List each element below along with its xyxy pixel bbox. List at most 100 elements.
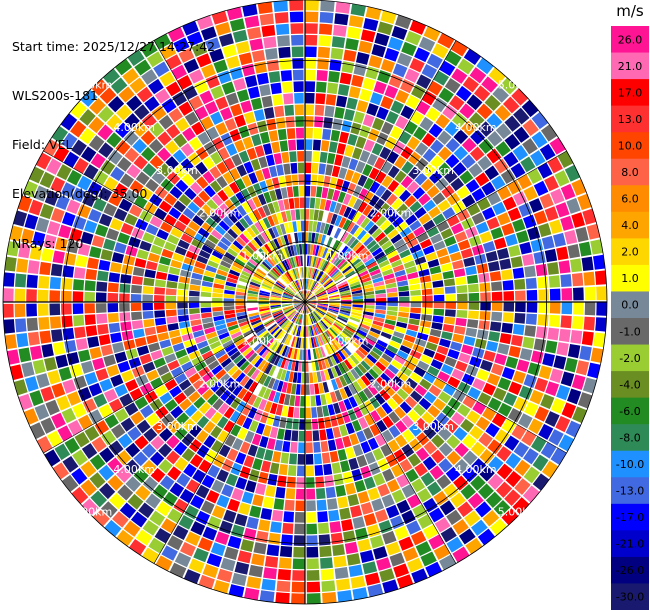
ppi-gate [352,587,368,600]
ppi-gate [204,355,217,366]
ppi-gate [136,419,151,434]
ppi-gate [308,255,312,267]
ppi-gate [353,111,365,124]
ppi-gate [290,441,298,453]
ppi-gate [294,395,301,407]
ppi-gate [561,302,573,315]
ppi-gate [334,389,343,402]
ppi-gate [301,361,305,372]
ppi-gate [409,283,421,291]
ppi-gate [494,104,511,122]
ppi-gate [210,111,224,125]
ppi-gate [336,578,351,591]
ppi-gate [503,291,515,301]
ppi-gate [114,242,127,254]
ppi-gate [405,377,418,390]
ppi-gate [253,323,264,332]
range-ring-label: 1.00km [242,335,284,348]
ppi-gate [212,306,223,312]
ppi-gate [456,309,468,318]
ppi-gate [260,285,272,291]
ppi-gate [159,71,176,87]
ppi-gate [384,384,396,397]
ppi-gate [552,232,566,248]
ppi-gate [305,162,312,174]
ppi-gate [26,317,39,332]
ppi-gate [131,320,144,330]
ppi-gate [80,479,97,497]
ppi-gate [188,372,201,384]
ppi-gate [222,216,234,228]
ppi-gate [305,298,317,302]
ppi-gate [515,302,526,313]
ppi-gate [322,345,329,357]
ppi-gate [305,302,310,313]
ppi-gate [249,281,261,288]
ppi-gate [444,121,460,137]
ppi-gate [409,57,425,73]
ppi-gate [71,139,87,156]
ppi-gate [180,327,192,336]
ppi-gate [349,433,360,446]
ppi-gate [363,17,379,32]
ppi-gate [263,279,274,286]
ppi-gate [306,278,309,290]
ppi-gate [94,420,110,435]
ppi-gate [191,42,208,57]
ppi-gate [211,10,228,25]
ppi-gate [404,195,417,208]
ppi-gate [117,156,132,172]
ppi-gate [145,412,160,427]
ppi-gate [533,210,548,225]
ppi-gate [192,330,205,338]
ppi-gate [317,303,329,306]
colorbar-tick-label: 0.0 [621,299,639,312]
ppi-gate [195,161,208,175]
ppi-gate [457,381,471,394]
ppi-gate [314,116,324,128]
ppi-gate [284,370,291,382]
ppi-gate [433,378,446,390]
ppi-gate [351,468,363,482]
ppi-gate [329,341,337,353]
ppi-gate [244,264,256,273]
ppi-gate [78,414,93,430]
ppi-gate [210,542,226,557]
ppi-gate [217,402,230,415]
ppi-gate [319,545,332,558]
ppi-gate [223,185,235,198]
colorbar-swatch [611,264,649,292]
ppi-gate [514,459,531,477]
ppi-gate [320,440,329,453]
ppi-gate [287,406,294,418]
colorbar-swatch [611,583,649,610]
radial-spoke [304,301,457,564]
ppi-gate [364,337,376,346]
ppi-gate [308,220,313,232]
ppi-gate [223,377,235,389]
ppi-gate [428,507,445,523]
ppi-gate [392,216,404,228]
ppi-gate [371,247,383,257]
ppi-gate [188,558,205,574]
ppi-gate [212,398,224,411]
ppi-gate [428,123,443,138]
range-ring-label: 1.00km [327,335,369,348]
ppi-gate [191,355,204,366]
ppi-gate [513,191,528,206]
ppi-gate [461,137,477,153]
ppi-gate [325,486,336,499]
ppi-gate [409,372,422,384]
ppi-gate [196,340,209,350]
ppi-gate [415,157,429,171]
ppi-gate [352,211,362,223]
ppi-gate [305,453,314,465]
ppi-gate [410,530,427,546]
ppi-gate [306,255,310,267]
ppi-gate [223,157,236,171]
ppi-gate [406,136,421,150]
ppi-gate [438,87,454,103]
ppi-gate [224,251,236,261]
ppi-gate [119,283,131,293]
ppi-gate [210,381,223,393]
